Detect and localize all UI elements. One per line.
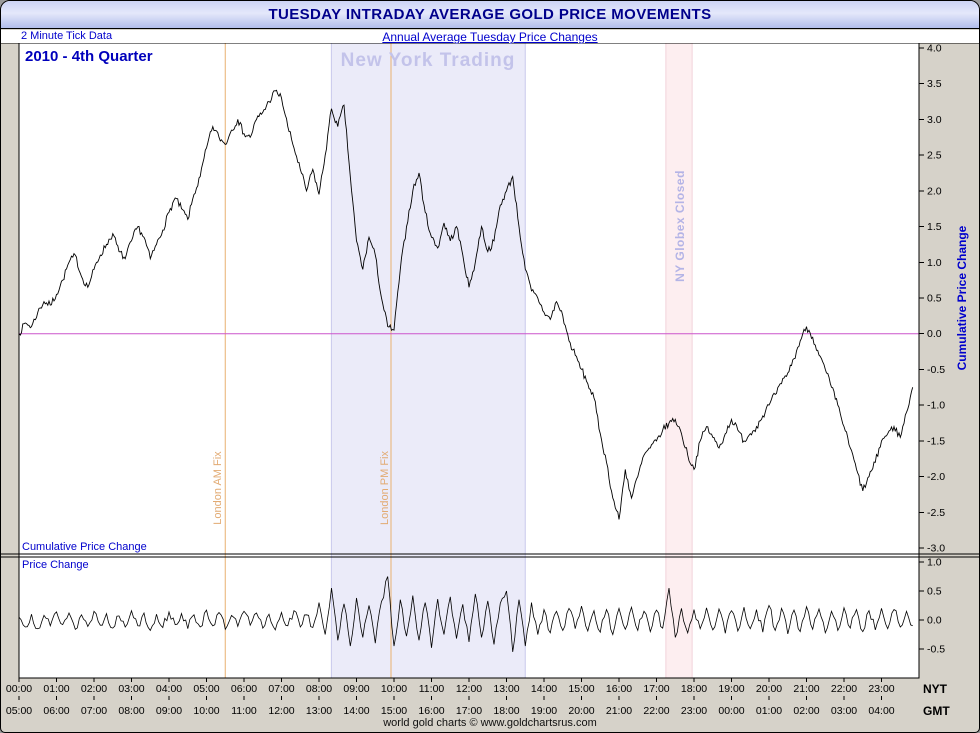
y-tick-label: 0.5 <box>927 293 942 305</box>
x-tick-label-nyt: 20:00 <box>756 683 782 695</box>
x-tick-label-gmt: 00:00 <box>718 705 744 717</box>
nyt-axis-label: NYT <box>923 682 947 696</box>
page-title: TUESDAY INTRADAY AVERAGE GOLD PRICE MOVE… <box>268 6 712 23</box>
tick-data-label: 2 Minute Tick Data <box>21 30 113 42</box>
x-tick-label-gmt: 17:00 <box>456 705 482 717</box>
y-tick-label: 2.5 <box>927 150 942 162</box>
title-bar: TUESDAY INTRADAY AVERAGE GOLD PRICE MOVE… <box>1 1 979 29</box>
x-tick-label-gmt: 01:00 <box>756 705 782 717</box>
x-tick-label-nyt: 14:00 <box>531 683 557 695</box>
y-tick-label: -0.5 <box>927 364 945 376</box>
y-tick-label: 4.0 <box>927 43 942 55</box>
y-tick-label: 1.5 <box>927 221 942 233</box>
panel2-title: Price Change <box>22 559 89 571</box>
y-tick-label: 0.0 <box>927 328 942 340</box>
quarter-label: 2010 - 4th Quarter <box>25 48 153 65</box>
y-tick-label: -3.0 <box>927 543 945 555</box>
x-tick-label-gmt: 11:00 <box>231 705 257 717</box>
x-tick-label-nyt: 01:00 <box>43 683 69 695</box>
y-tick-label: 0.0 <box>927 615 942 627</box>
x-tick-label-nyt: 16:00 <box>606 683 632 695</box>
x-tick-label-nyt: 08:00 <box>306 683 332 695</box>
london-pm-fix-label: London PM Fix <box>379 451 391 525</box>
series-price-change <box>18 576 913 652</box>
x-tick-label-gmt: 15:00 <box>381 705 407 717</box>
x-tick-label-nyt: 17:00 <box>643 683 669 695</box>
x-tick-label-gmt: 16:00 <box>418 705 444 717</box>
y-tick-label: -1.0 <box>927 400 945 412</box>
gmt-axis-label: GMT <box>923 704 950 718</box>
y-tick-label: 3.0 <box>927 114 942 126</box>
x-tick-label-nyt: 12:00 <box>456 683 482 695</box>
x-tick-label-nyt: 02:00 <box>81 683 107 695</box>
x-tick-label-nyt: 18:00 <box>681 683 707 695</box>
x-tick-label-gmt: 18:00 <box>493 705 519 717</box>
y-tick-label: -0.5 <box>927 644 945 656</box>
x-tick-label-gmt: 14:00 <box>343 705 369 717</box>
x-tick-label-gmt: 23:00 <box>681 705 707 717</box>
x-tick-label-gmt: 10:00 <box>193 705 219 717</box>
y-tick-label: 3.5 <box>927 78 942 90</box>
sub-header: 2 Minute Tick Data Annual Average Tuesda… <box>1 30 979 44</box>
x-tick-label-gmt: 20:00 <box>568 705 594 717</box>
credit-line: world gold charts © www.goldchartsrus.co… <box>383 717 597 729</box>
session-band-0 <box>331 43 526 678</box>
x-tick-label-nyt: 22:00 <box>831 683 857 695</box>
x-tick-label-gmt: 08:00 <box>118 705 144 717</box>
panel1-title: Cumulative Price Change <box>22 541 147 553</box>
x-tick-label-gmt: 13:00 <box>306 705 332 717</box>
x-tick-label-nyt: 23:00 <box>868 683 894 695</box>
x-tick-label-gmt: 09:00 <box>156 705 182 717</box>
x-tick-label-gmt: 05:00 <box>6 705 32 717</box>
x-tick-label-nyt: 09:00 <box>343 683 369 695</box>
x-tick-label-gmt: 03:00 <box>831 705 857 717</box>
x-tick-label-nyt: 13:00 <box>493 683 519 695</box>
x-tick-label-nyt: 19:00 <box>718 683 744 695</box>
y-tick-label: 0.5 <box>927 586 942 598</box>
x-tick-label-gmt: 06:00 <box>43 705 69 717</box>
x-tick-label-gmt: 07:00 <box>81 705 107 717</box>
y-tick-label: 1.0 <box>927 257 942 269</box>
x-tick-label-nyt: 21:00 <box>793 683 819 695</box>
x-tick-label-gmt: 02:00 <box>793 705 819 717</box>
x-tick-label-gmt: 12:00 <box>268 705 294 717</box>
x-tick-label-nyt: 04:00 <box>156 683 182 695</box>
x-tick-label-nyt: 11:00 <box>419 683 445 695</box>
x-tick-label-nyt: 15:00 <box>568 683 594 695</box>
y-tick-label: -2.5 <box>927 507 945 519</box>
x-tick-label-gmt: 04:00 <box>868 705 894 717</box>
x-tick-label-nyt: 06:00 <box>231 683 257 695</box>
x-tick-label-nyt: 07:00 <box>268 683 294 695</box>
x-tick-label-nyt: 10:00 <box>381 683 407 695</box>
x-tick-label-nyt: 03:00 <box>118 683 144 695</box>
x-tick-label-gmt: 19:00 <box>531 705 557 717</box>
y-tick-label: 2.0 <box>927 185 942 197</box>
series-cumulative-price-change <box>18 89 914 520</box>
london-am-fix-label: London AM Fix <box>212 451 224 525</box>
x-tick-label-gmt: 22:00 <box>643 705 669 717</box>
x-tick-label-nyt: 05:00 <box>193 683 219 695</box>
session-band-1 <box>665 43 693 678</box>
subtitle-link[interactable]: Annual Average Tuesday Price Changes <box>382 30 598 44</box>
new-york-trading-label: New York Trading <box>340 50 516 71</box>
y-tick-label: -1.5 <box>927 435 945 447</box>
x-tick-label-gmt: 21:00 <box>606 705 632 717</box>
y-tick-label: 1.0 <box>927 557 942 569</box>
ny-globex-closed-label: NY Globex Closed <box>673 170 687 282</box>
right-axis-title: Cumulative Price Change <box>955 225 969 371</box>
y-tick-label: -2.0 <box>927 471 945 483</box>
x-tick-label-nyt: 00:00 <box>6 683 32 695</box>
